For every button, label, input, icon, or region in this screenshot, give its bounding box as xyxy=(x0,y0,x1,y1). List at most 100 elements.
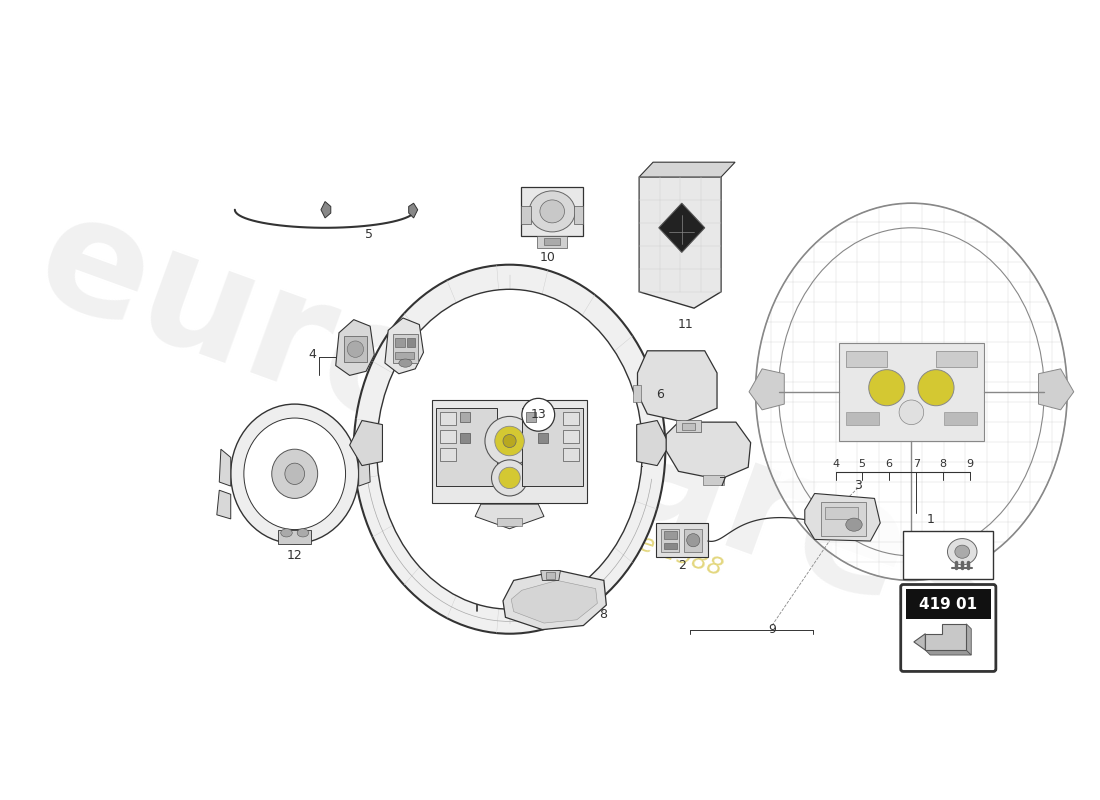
Bar xyxy=(440,430,456,442)
Ellipse shape xyxy=(503,434,516,447)
Text: 8: 8 xyxy=(600,608,607,622)
Ellipse shape xyxy=(529,191,575,232)
Polygon shape xyxy=(925,650,971,655)
Polygon shape xyxy=(659,203,705,252)
Text: 12: 12 xyxy=(287,550,303,562)
Bar xyxy=(684,529,702,552)
Text: 5: 5 xyxy=(859,459,866,469)
Bar xyxy=(395,353,415,359)
Bar xyxy=(440,448,456,461)
Bar xyxy=(663,531,676,539)
Ellipse shape xyxy=(495,426,525,456)
Bar xyxy=(944,412,977,425)
Bar xyxy=(521,206,531,224)
Polygon shape xyxy=(637,421,670,466)
Ellipse shape xyxy=(846,518,862,531)
Polygon shape xyxy=(409,203,418,218)
Bar xyxy=(546,572,556,578)
Ellipse shape xyxy=(869,370,905,406)
Bar xyxy=(461,412,470,422)
Polygon shape xyxy=(512,581,597,623)
Bar xyxy=(936,350,977,367)
Text: 7: 7 xyxy=(913,459,920,469)
Bar xyxy=(393,334,418,363)
Ellipse shape xyxy=(492,460,528,496)
Text: 3: 3 xyxy=(854,478,862,492)
Polygon shape xyxy=(431,400,587,502)
Ellipse shape xyxy=(485,417,535,466)
Polygon shape xyxy=(219,450,231,486)
Bar xyxy=(526,412,536,422)
Bar xyxy=(682,423,695,430)
Bar xyxy=(407,338,416,346)
Polygon shape xyxy=(667,422,750,479)
Polygon shape xyxy=(359,450,371,486)
Bar xyxy=(656,523,708,558)
Text: 1: 1 xyxy=(927,514,935,526)
Bar xyxy=(905,590,991,619)
Bar xyxy=(563,430,580,442)
FancyBboxPatch shape xyxy=(901,585,996,671)
Polygon shape xyxy=(749,369,784,410)
Text: a passion for parts since 1988: a passion for parts since 1988 xyxy=(359,441,726,581)
Polygon shape xyxy=(541,570,560,581)
Bar xyxy=(563,412,580,425)
Text: 10: 10 xyxy=(540,251,556,264)
Bar xyxy=(903,531,993,578)
Ellipse shape xyxy=(354,265,666,634)
Polygon shape xyxy=(639,162,735,177)
Ellipse shape xyxy=(297,529,309,537)
Ellipse shape xyxy=(540,200,564,223)
Ellipse shape xyxy=(244,418,345,530)
Bar xyxy=(632,386,641,402)
Bar xyxy=(278,530,311,544)
Text: 419 01: 419 01 xyxy=(920,597,978,612)
Polygon shape xyxy=(638,350,717,422)
Bar xyxy=(822,502,867,536)
Bar xyxy=(676,420,701,432)
Ellipse shape xyxy=(899,400,924,425)
Ellipse shape xyxy=(348,341,364,358)
Bar xyxy=(839,342,983,441)
Bar xyxy=(544,238,560,245)
Bar xyxy=(846,350,887,367)
Ellipse shape xyxy=(399,359,412,367)
Bar xyxy=(538,236,566,248)
Ellipse shape xyxy=(376,290,642,609)
Ellipse shape xyxy=(947,538,977,565)
Polygon shape xyxy=(336,320,374,375)
Polygon shape xyxy=(475,504,544,529)
Text: 5: 5 xyxy=(364,228,373,241)
Polygon shape xyxy=(805,494,880,541)
Bar xyxy=(344,336,367,362)
Polygon shape xyxy=(350,421,383,466)
Text: eurospares: eurospares xyxy=(16,179,1019,670)
Text: 11: 11 xyxy=(678,318,694,331)
Polygon shape xyxy=(925,624,966,650)
Polygon shape xyxy=(321,202,331,218)
Polygon shape xyxy=(966,624,971,655)
Ellipse shape xyxy=(756,203,1067,581)
Text: 8: 8 xyxy=(939,459,946,469)
Ellipse shape xyxy=(917,370,954,406)
Text: 9: 9 xyxy=(966,459,974,469)
Bar xyxy=(538,433,548,442)
Bar xyxy=(846,412,879,425)
Bar xyxy=(395,338,405,346)
Text: 6: 6 xyxy=(656,388,663,401)
Polygon shape xyxy=(217,490,231,519)
Text: 4: 4 xyxy=(309,348,317,362)
Bar xyxy=(663,542,676,550)
Text: 13: 13 xyxy=(530,408,546,422)
Text: 6: 6 xyxy=(886,459,893,469)
Text: 2: 2 xyxy=(678,559,685,572)
Bar xyxy=(461,433,470,442)
Ellipse shape xyxy=(280,529,293,537)
Bar xyxy=(440,412,456,425)
Polygon shape xyxy=(385,318,424,374)
Bar xyxy=(521,186,583,236)
Polygon shape xyxy=(503,570,606,630)
Text: 9: 9 xyxy=(768,623,776,636)
Ellipse shape xyxy=(499,467,520,489)
Text: 4: 4 xyxy=(833,459,839,469)
